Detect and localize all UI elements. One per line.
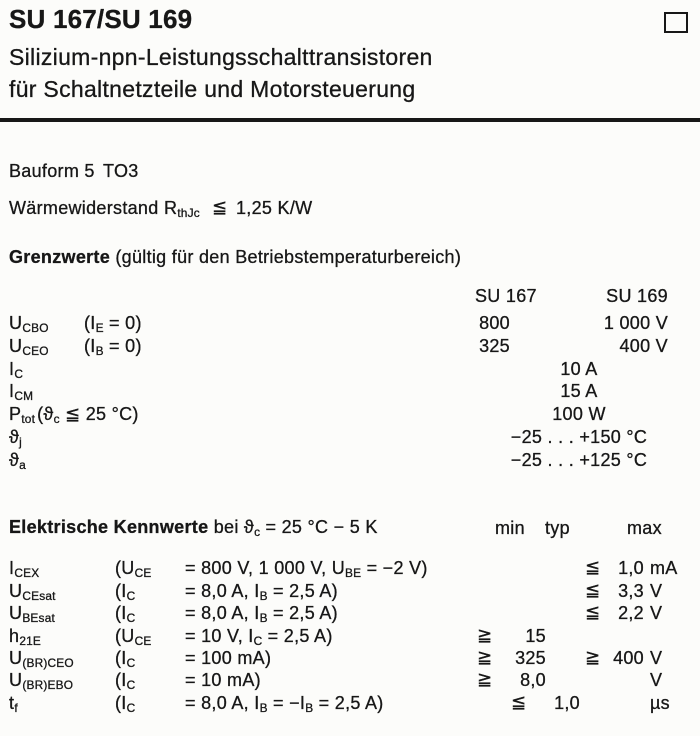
row-condition: (UCE (115, 558, 152, 581)
row-condition: (IC (115, 581, 136, 604)
row-symbol: U(BR)CEO (9, 648, 74, 671)
row-max-unit: V (650, 603, 663, 623)
row-value-su169: 1 000 V (603, 313, 668, 333)
subtitle-line-2: für Schaltnetzteile und Motorsteuerung (9, 76, 416, 102)
limits-row-icm: ICM 15 A (0, 381, 700, 403)
row-condition: (ϑc ≦ 25 °C) (37, 404, 139, 427)
row-typ-relation: ≦ (511, 692, 527, 712)
row-symbol: ICEX (9, 558, 40, 581)
row-condition-values: = 100 mA) (185, 648, 272, 668)
electrical-row-ubrebo: U(BR)EBO (IC = 10 mA) ≧ 8,0 V (0, 669, 700, 693)
row-value-shared: −25 . . . +150 °C (510, 427, 648, 447)
row-min-relation: ≧ (477, 647, 493, 667)
row-condition: (IC (115, 670, 136, 693)
row-condition: (UCE (115, 626, 152, 649)
row-typ-value: 1,0 (554, 693, 580, 713)
row-min-value: 325 (515, 648, 546, 668)
thermal-resistance-value: 1,25 K/W (236, 198, 313, 218)
row-value-shared: 10 A (560, 359, 598, 379)
row-max-unit: mA (650, 558, 678, 578)
row-symbol: UBEsat (9, 603, 55, 626)
row-max-value: 400 (613, 648, 644, 668)
row-symbol: Ptot (9, 404, 36, 427)
row-max-relation: ≦ (585, 557, 601, 577)
row-max-unit: V (650, 670, 663, 690)
row-symbol: UCBO (9, 313, 49, 336)
row-condition-values: = 8,0 A, IB = 2,5 A) (185, 603, 338, 626)
header-divider-rule (0, 118, 700, 122)
corner-square-icon (664, 12, 688, 33)
row-max-unit: V (650, 648, 663, 668)
limits-row-uceo: UCEO (IB = 0) 325 400 V (0, 336, 700, 358)
electrical-heading-note: bei ϑc = 25 °C − 5 K (208, 517, 378, 540)
row-max-value: 1,0 (618, 558, 644, 578)
electrical-heading: Elektrische Kennwerte bei ϑc = 25 °C − 5… (9, 517, 378, 539)
limits-row-ptot: Ptot (ϑc ≦ 25 °C) 100 W (0, 404, 700, 426)
row-max-unit: µs (650, 693, 670, 713)
electrical-heading-bold: Elektrische Kennwerte (9, 517, 209, 537)
row-symbol: IC (9, 359, 24, 382)
row-condition-values: = 8,0 A, IB = 2,5 A) (185, 581, 338, 604)
row-min-relation: ≧ (477, 669, 493, 689)
electrical-row-ucesat: UCEsat (IC = 8,0 A, IB = 2,5 A) ≦ 3,3 V (0, 580, 700, 604)
thermal-resistance-symbol: RthJc (164, 198, 200, 221)
electrical-row-h21e: h21E (UCE = 10 V, IC = 2,5 A) ≧ 15 (0, 625, 700, 649)
row-condition: (IB = 0) (84, 336, 142, 359)
row-condition: (IC (115, 693, 136, 716)
row-symbol: h21E (9, 626, 42, 649)
row-max-relation: ≦ (585, 580, 601, 600)
row-min-value: 8,0 (520, 670, 546, 690)
row-condition: (IE = 0) (84, 313, 142, 336)
row-condition: (IC (115, 603, 136, 626)
page-title: SU 167/SU 169 (9, 4, 193, 34)
limits-heading-bold: Grenzwerte (9, 247, 111, 267)
row-max-relation: ≧ (585, 647, 601, 667)
column-header-typ: typ (545, 518, 570, 538)
row-symbol: UCEsat (9, 581, 56, 604)
limits-row-theta-a: ϑa −25 . . . +125 °C (0, 450, 700, 472)
electrical-row-ubesat: UBEsat (IC = 8,0 A, IB = 2,5 A) ≦ 2,2 V (0, 602, 700, 626)
row-max-unit: V (650, 581, 663, 601)
subtitle-line-1: Silizium-npn-Leistungsschalttransistoren (9, 44, 433, 70)
row-max-value: 2,2 (618, 603, 644, 623)
thermal-resistance-label: Wärmewiderstand (9, 198, 159, 218)
row-condition-values: = 8,0 A, IB = −IB = 2,5 A) (185, 693, 384, 716)
row-symbol: ϑa (9, 450, 26, 473)
row-max-value: 3,3 (618, 581, 644, 601)
limits-column-su169: SU 169 (606, 286, 668, 306)
row-value-shared: 100 W (552, 404, 606, 424)
row-symbol: ϑj (9, 427, 22, 450)
row-condition-values: = 800 V, 1 000 V, UBE = −2 V) (185, 558, 428, 581)
row-value-shared: 15 A (560, 381, 598, 401)
row-max-relation: ≦ (585, 602, 601, 622)
row-condition-values: = 10 V, IC = 2,5 A) (185, 626, 333, 649)
electrical-row-icex: ICEX (UCE = 800 V, 1 000 V, UBE = −2 V) … (0, 557, 700, 581)
row-min-relation: ≧ (477, 625, 493, 645)
row-symbol: tf (9, 693, 18, 716)
limits-row-theta-j: ϑj −25 . . . +150 °C (0, 427, 700, 449)
row-symbol: UCEO (9, 336, 49, 359)
row-symbol: ICM (9, 381, 34, 404)
limits-row-ucbo: UCBO (IE = 0) 800 1 000 V (0, 313, 700, 335)
row-condition: (IC (115, 648, 136, 671)
row-symbol: U(BR)EBO (9, 670, 74, 693)
row-min-value: 15 (525, 626, 546, 646)
thermal-resistance-relation: ≦ (212, 197, 228, 217)
limits-row-ic: IC 10 A (0, 359, 700, 381)
row-value-su169: 400 V (619, 336, 668, 356)
package-value: TO3 (103, 161, 139, 181)
row-condition-values: = 10 mA) (185, 670, 261, 690)
row-value-su167: 800 (479, 313, 510, 333)
electrical-row-ubrceo: U(BR)CEO (IC = 100 mA) ≧ 325 ≧ 400 V (0, 647, 700, 671)
row-value-shared: −25 . . . +125 °C (510, 450, 648, 470)
limits-column-su167: SU 167 (475, 286, 537, 306)
column-header-min: min (495, 518, 525, 538)
package-label: Bauform 5 (9, 161, 95, 181)
limits-heading-note: (gültig für den Betriebstemperaturbereic… (115, 247, 462, 267)
limits-heading: Grenzwerte (gültig für den Betriebstempe… (9, 247, 461, 268)
row-value-su167: 325 (479, 336, 510, 356)
column-header-max: max (627, 518, 662, 538)
electrical-row-tf: tf (IC = 8,0 A, IB = −IB = 2,5 A) ≦ 1,0 … (0, 692, 700, 716)
